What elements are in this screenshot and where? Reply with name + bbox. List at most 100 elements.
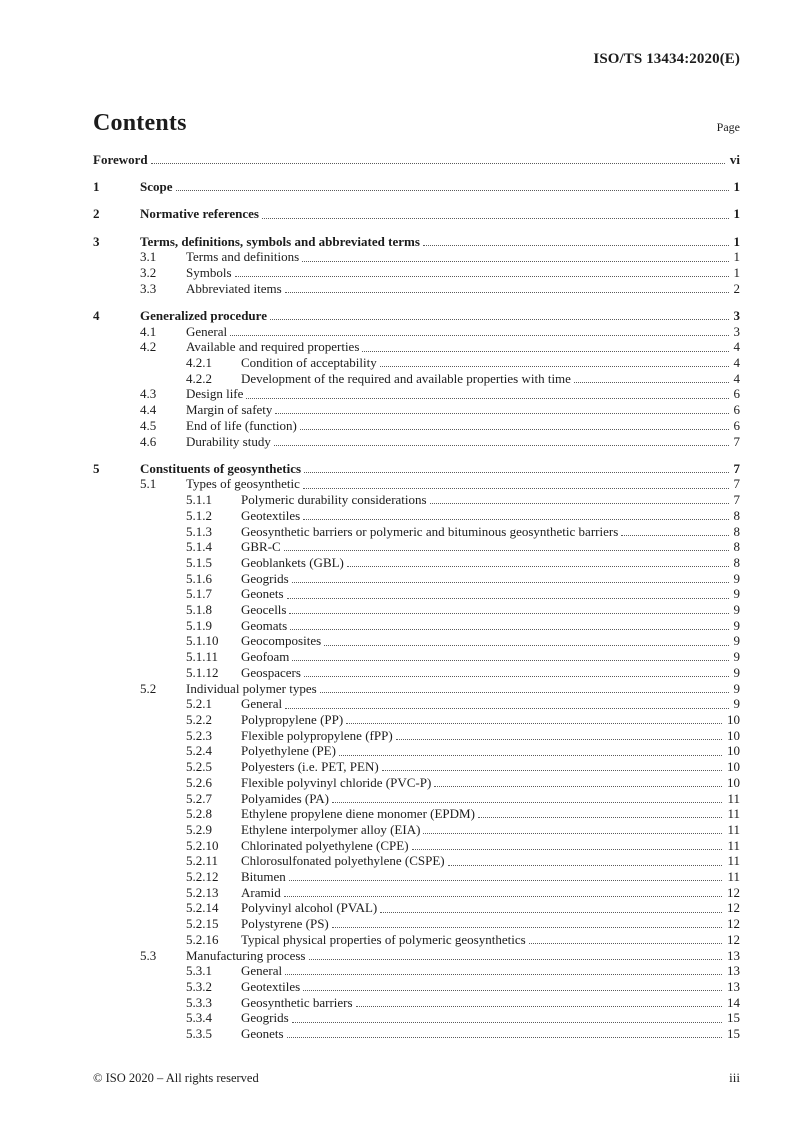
toc-entry: 5.2.5 Polyesters (i.e. PET, PEN) 10 bbox=[186, 759, 740, 775]
toc-entry-number: 5.2.2 bbox=[186, 712, 212, 727]
toc-entry-number: 5.1.10 bbox=[186, 633, 219, 649]
dot-leader bbox=[362, 350, 729, 352]
toc-entry: Foreword vi bbox=[93, 152, 740, 168]
dot-leader bbox=[269, 319, 729, 321]
toc-entry-page: 15 bbox=[727, 1026, 740, 1042]
toc-entry-page: 10 bbox=[727, 759, 740, 775]
toc-entry-page: 8 bbox=[733, 554, 741, 570]
toc-entry-number: 5.1.4 bbox=[186, 539, 212, 555]
toc-entry: 5.2.12 Bitumen 11 bbox=[186, 869, 740, 885]
page-content: ISO/TS 13434:2020(E) Contents Page Forew… bbox=[93, 0, 740, 1042]
page-footer: © ISO 2020 – All rights reserved iii bbox=[93, 1070, 740, 1086]
toc-entry-number: 5.2.6 bbox=[186, 774, 212, 790]
toc-entry-title: General bbox=[241, 963, 283, 979]
dot-leader bbox=[319, 691, 729, 693]
toc-entry-title: Geotextiles bbox=[241, 507, 301, 523]
toc-entry-number: 3 bbox=[93, 233, 100, 249]
toc-entry-number: 5.2.10 bbox=[186, 837, 219, 853]
toc-entry-number: 4.5 bbox=[140, 417, 157, 433]
dot-leader bbox=[291, 581, 729, 583]
toc-entry-number: 5.3.4 bbox=[186, 1010, 212, 1026]
dot-leader bbox=[621, 534, 729, 536]
toc-entry-number: 5.1.8 bbox=[186, 602, 212, 618]
toc-entry-title: Polystyrene (PS) bbox=[241, 916, 329, 932]
toc-entry: 5.2.11 Chlorosulfonated polyethylene (CS… bbox=[186, 853, 740, 869]
toc-entry: 5.2.3 Flexible polypropylene (fPP) 10 bbox=[186, 728, 740, 744]
toc-entry-number: 5.2.8 bbox=[186, 806, 212, 822]
toc-entry-page: 8 bbox=[733, 539, 741, 555]
toc-entry-title: Geoblankets (GBL) bbox=[241, 554, 344, 570]
toc-entry-title: Development of the required and availabl… bbox=[241, 370, 571, 386]
toc-entry-number: 4.2.1 bbox=[186, 355, 212, 371]
toc-entry-page: 1 bbox=[733, 233, 741, 249]
toc-entry: 5.1.8 Geocells 9 bbox=[186, 602, 740, 618]
dot-leader bbox=[302, 260, 729, 262]
dot-leader bbox=[150, 163, 725, 165]
contents-title: Contents bbox=[93, 110, 187, 136]
toc-entry-title: Condition of acceptability bbox=[241, 355, 377, 371]
dot-leader bbox=[285, 974, 722, 976]
toc-entry-number: 5.3.2 bbox=[186, 978, 212, 994]
toc-entry-page: 9 bbox=[733, 633, 741, 649]
toc-entry-number: 4.2.2 bbox=[186, 370, 212, 386]
toc-entry-title: Polyamides (PA) bbox=[241, 790, 329, 806]
toc-entry-title: GBR-C bbox=[241, 539, 281, 555]
toc-entry: 5.2.8 Ethylene propylene diene monomer (… bbox=[186, 806, 740, 822]
toc-entry-title: Geocells bbox=[241, 602, 287, 618]
toc-entry-number: 5.1.3 bbox=[186, 523, 212, 539]
toc-entry: 4.6 Durability study 7 bbox=[140, 434, 740, 450]
toc-entry: 4.5 End of life (function) 6 bbox=[140, 418, 740, 434]
toc-entry-page: 7 bbox=[733, 460, 741, 476]
dot-leader bbox=[447, 864, 723, 866]
toc-entry-title: Terms and definitions bbox=[186, 249, 300, 265]
toc-entry-title: Polyethylene (PE) bbox=[241, 743, 336, 759]
toc-entry-title: Design life bbox=[186, 386, 244, 402]
toc-entry-number: 5.1.5 bbox=[186, 554, 212, 570]
toc-entry-page: 11 bbox=[727, 806, 740, 822]
toc-entry-number: 4.3 bbox=[140, 386, 157, 402]
toc-entry-page: 1 bbox=[733, 179, 741, 195]
toc-entry-page: 10 bbox=[727, 743, 740, 759]
toc-entry-number: 5.3.3 bbox=[186, 994, 212, 1010]
toc-entry-page: 11 bbox=[727, 869, 740, 885]
dot-leader bbox=[246, 397, 729, 399]
toc-entry: 4.1 General 3 bbox=[140, 324, 740, 340]
dot-leader bbox=[283, 550, 729, 552]
toc-entry-number: 5.1 bbox=[140, 476, 157, 492]
dot-leader bbox=[230, 334, 729, 336]
toc-entry: 5.1.11 Geofoam 9 bbox=[186, 649, 740, 665]
toc-entry: 5.2.7 Polyamides (PA) 11 bbox=[186, 791, 740, 807]
toc-entry: 5.1.1 Polymeric durability consideration… bbox=[186, 492, 740, 508]
toc-entry-number: 5.3 bbox=[140, 947, 157, 963]
dot-leader bbox=[331, 927, 722, 929]
dot-leader bbox=[528, 943, 722, 945]
toc-entry-page: 4 bbox=[733, 370, 741, 386]
toc-entry: 5.2.2 Polypropylene (PP) 10 bbox=[186, 712, 740, 728]
toc-entry: 5.1.10 Geocomposites 9 bbox=[186, 633, 740, 649]
toc-entry-number: 5.1.9 bbox=[186, 617, 212, 633]
dot-leader bbox=[286, 1037, 722, 1039]
toc-entry-page: 9 bbox=[733, 602, 741, 618]
toc-entry: 1 Scope 1 bbox=[93, 179, 740, 195]
toc-entry-page: 12 bbox=[727, 931, 740, 947]
toc-entry-number: 5.1.1 bbox=[186, 492, 212, 508]
toc-entry-page: vi bbox=[729, 152, 740, 167]
toc-entry-title: Chlorinated polyethylene (CPE) bbox=[241, 837, 409, 853]
dot-leader bbox=[380, 911, 722, 913]
toc-entry-title: Durability study bbox=[186, 433, 271, 449]
toc-entry-title: Constituents of geosynthetics bbox=[140, 460, 302, 476]
toc-entry: 5.1.5 Geoblankets (GBL) 8 bbox=[186, 555, 740, 571]
toc-entry-title: Abbreviated items bbox=[186, 280, 282, 296]
dot-leader bbox=[411, 848, 723, 850]
toc-entry: 4.2.1 Condition of acceptability 4 bbox=[186, 355, 740, 371]
toc-entry-title: Geosynthetic barriers bbox=[241, 994, 353, 1010]
toc-entry-page: 10 bbox=[727, 774, 740, 790]
toc-entry-number: 5.2.3 bbox=[186, 727, 212, 743]
toc-entry-title: Geonets bbox=[241, 1026, 284, 1042]
toc-entry-page: 11 bbox=[727, 821, 740, 837]
dot-leader bbox=[338, 754, 722, 756]
toc-entry-page: 12 bbox=[727, 900, 740, 916]
toc-entry-title: Polypropylene (PP) bbox=[241, 712, 344, 727]
toc-entry-title: Ethylene interpolymer alloy (EIA) bbox=[241, 821, 421, 837]
toc-entry: 4.2.2 Development of the required and av… bbox=[186, 371, 740, 387]
